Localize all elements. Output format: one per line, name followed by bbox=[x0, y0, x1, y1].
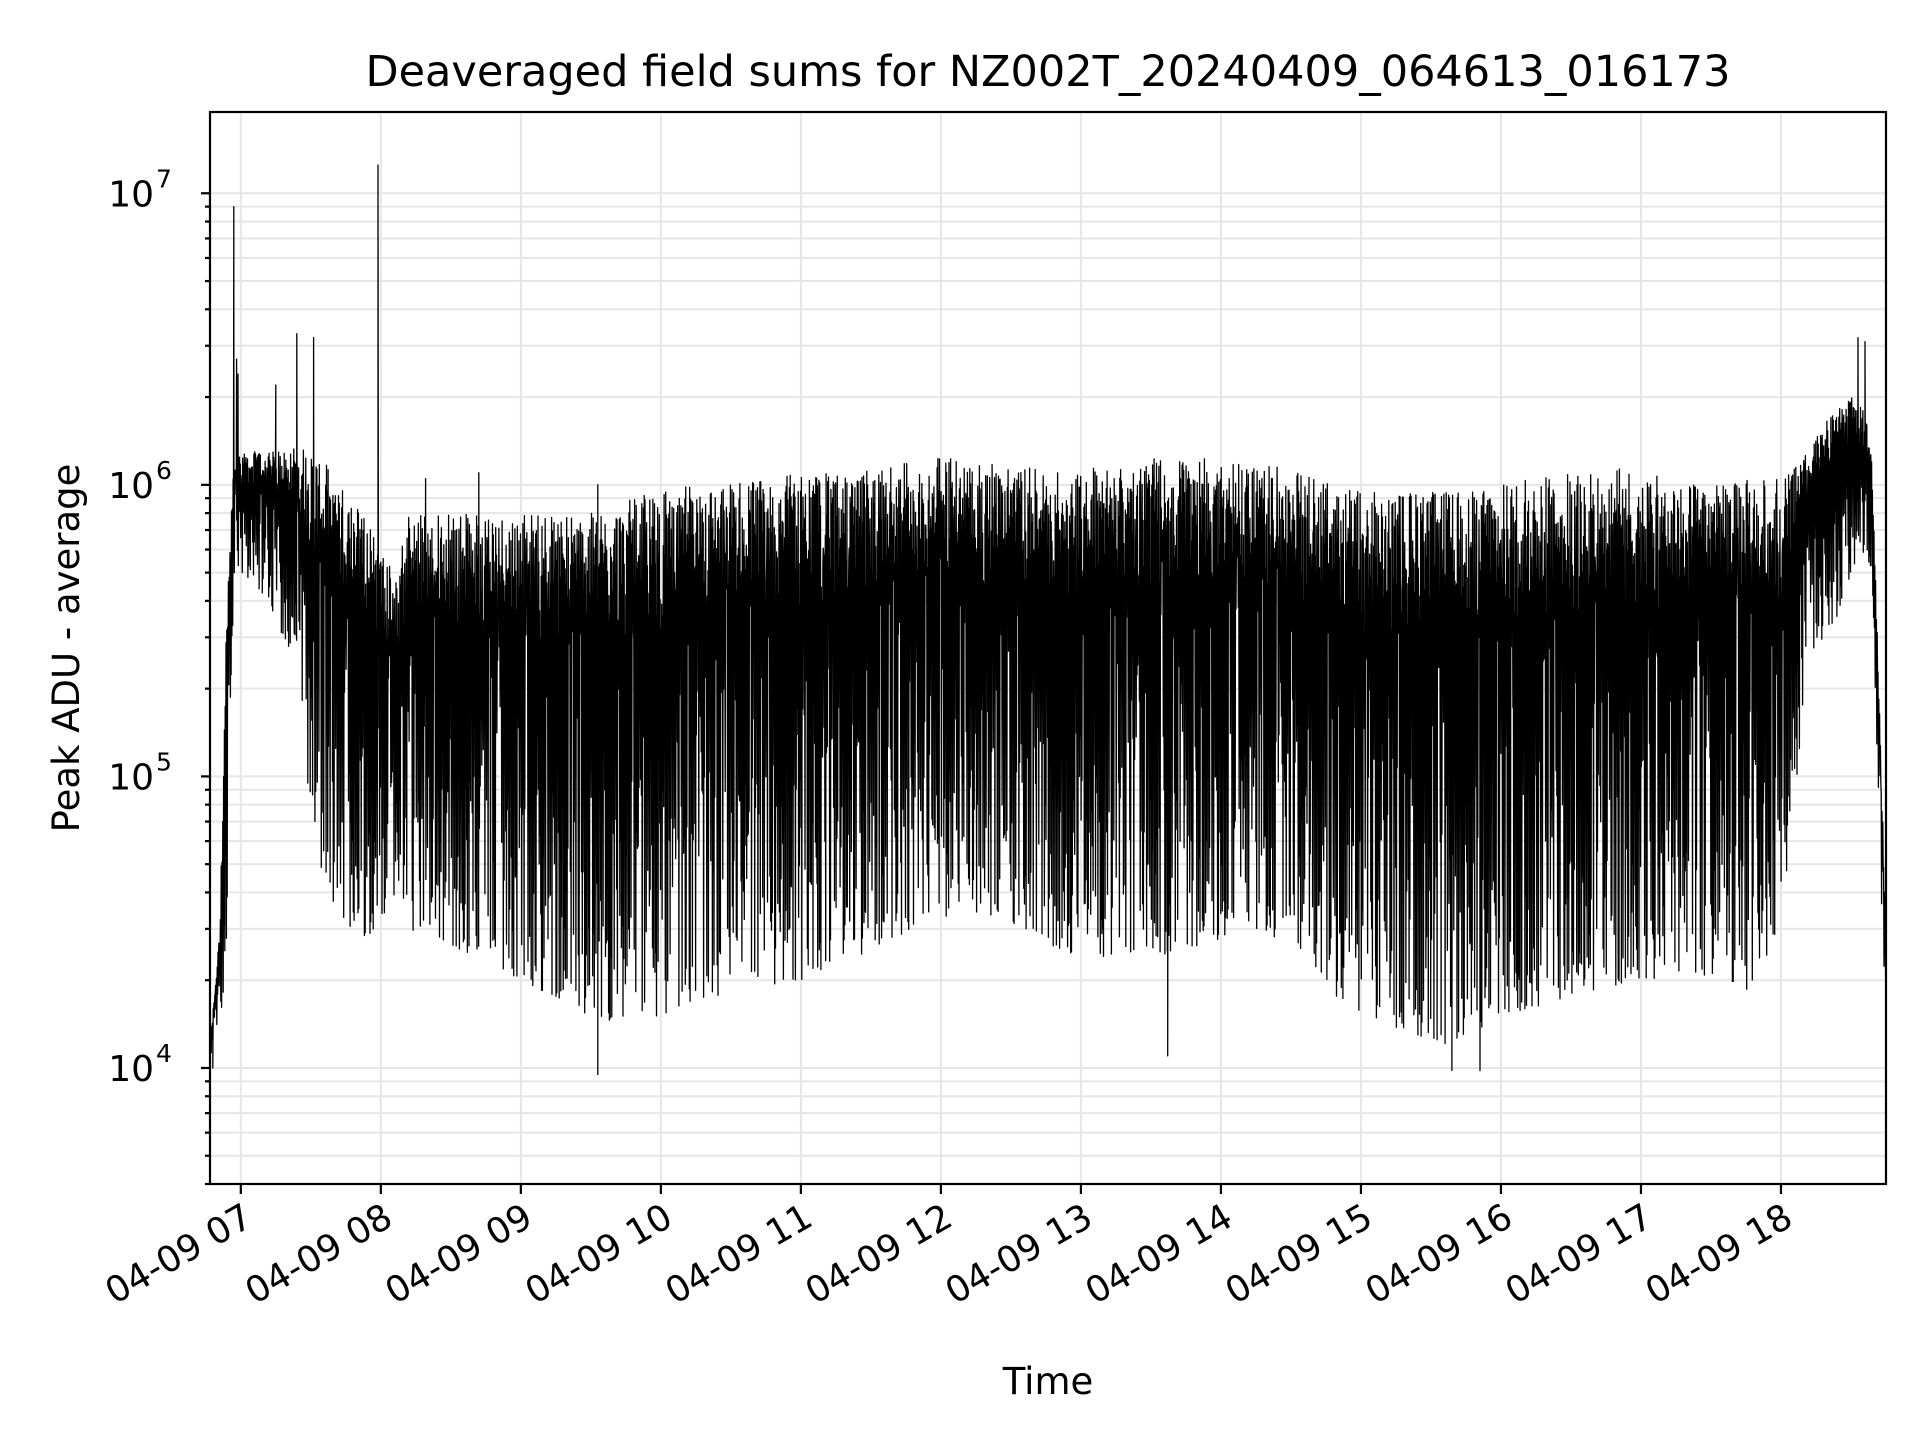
series-line bbox=[210, 164, 1886, 1076]
chart-title: Deaveraged field sums for NZ002T_2024040… bbox=[365, 47, 1730, 97]
y-axis-label: Peak ADU - average bbox=[45, 464, 88, 833]
y-tick-label: 10 bbox=[108, 757, 154, 798]
y-tick-label-exponent: 6 bbox=[156, 456, 172, 485]
y-tick-label-base: 10 bbox=[108, 1049, 154, 1090]
y-tick-label-base: 10 bbox=[108, 466, 154, 507]
x-axis-label: Time bbox=[1002, 1360, 1094, 1403]
y-tick-label: 10 bbox=[108, 1049, 154, 1090]
y-tick-label-exponent: 7 bbox=[156, 164, 172, 193]
axes-frame bbox=[208, 110, 1888, 1186]
plot-area bbox=[210, 164, 1886, 1076]
y-tick-label-base: 10 bbox=[108, 757, 154, 798]
y-tick-label-exponent: 5 bbox=[156, 747, 172, 776]
y-tick-label-exponent: 4 bbox=[156, 1039, 172, 1068]
y-tick-label: 10 bbox=[108, 466, 154, 507]
y-tick-label: 10 bbox=[108, 174, 154, 215]
y-tick-label-base: 10 bbox=[108, 174, 154, 215]
